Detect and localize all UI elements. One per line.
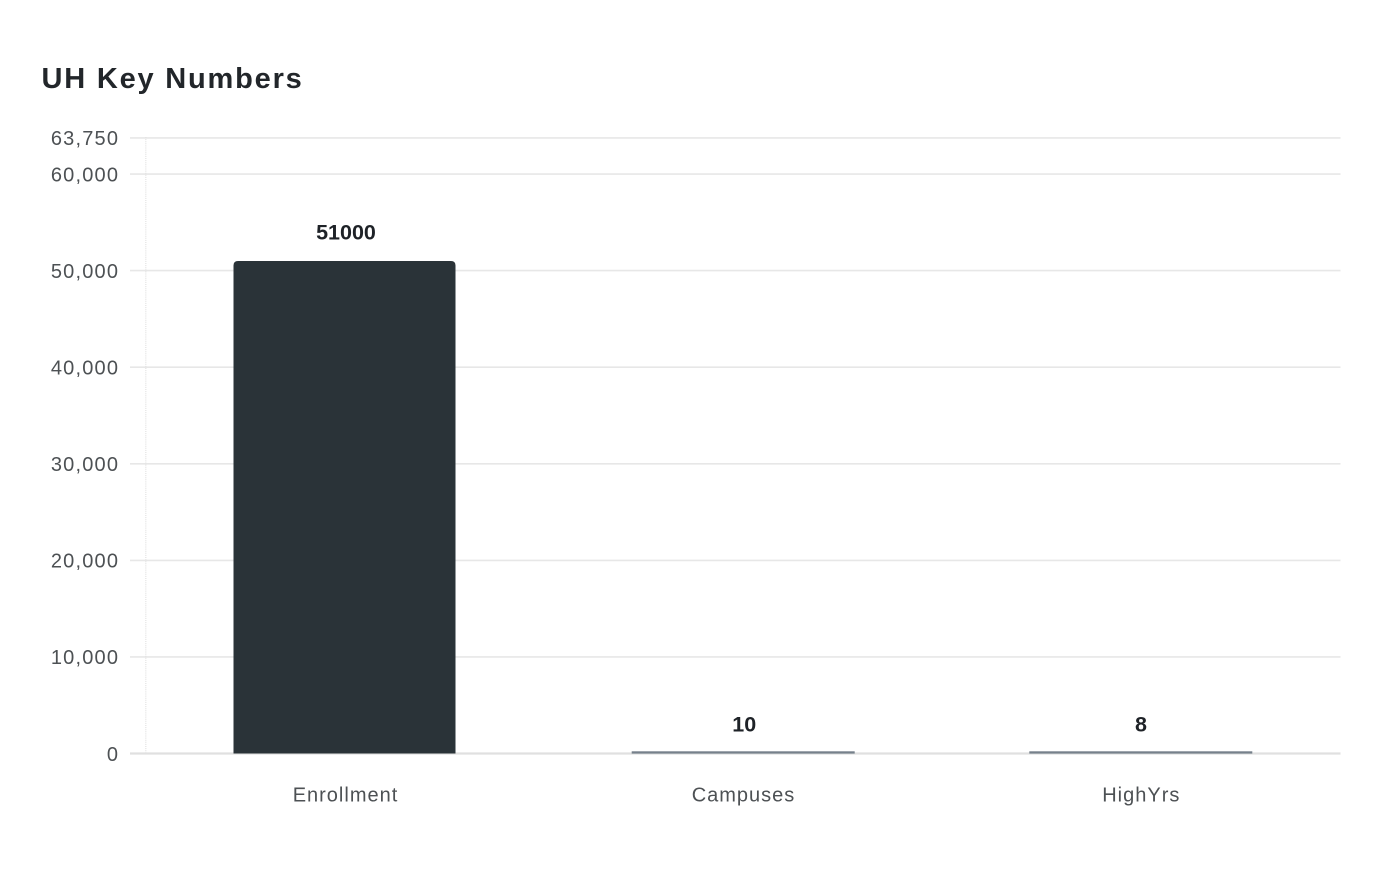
svg-text:0: 0 [107,744,119,766]
svg-text:50,000: 50,000 [51,261,119,283]
svg-text:8: 8 [1135,712,1147,736]
svg-text:20,000: 20,000 [51,551,119,573]
svg-text:Campuses: Campuses [692,785,796,807]
svg-text:10,000: 10,000 [51,647,119,669]
svg-text:30,000: 30,000 [51,454,119,476]
svg-text:51000: 51000 [316,221,376,245]
svg-text:HighYrs: HighYrs [1102,785,1180,807]
svg-text:10: 10 [732,712,756,736]
svg-text:40,000: 40,000 [51,358,119,380]
svg-text:UH Key Numbers: UH Key Numbers [42,63,304,95]
svg-text:Enrollment: Enrollment [293,785,399,807]
svg-text:60,000: 60,000 [51,164,119,186]
svg-text:63,750: 63,750 [51,128,119,150]
